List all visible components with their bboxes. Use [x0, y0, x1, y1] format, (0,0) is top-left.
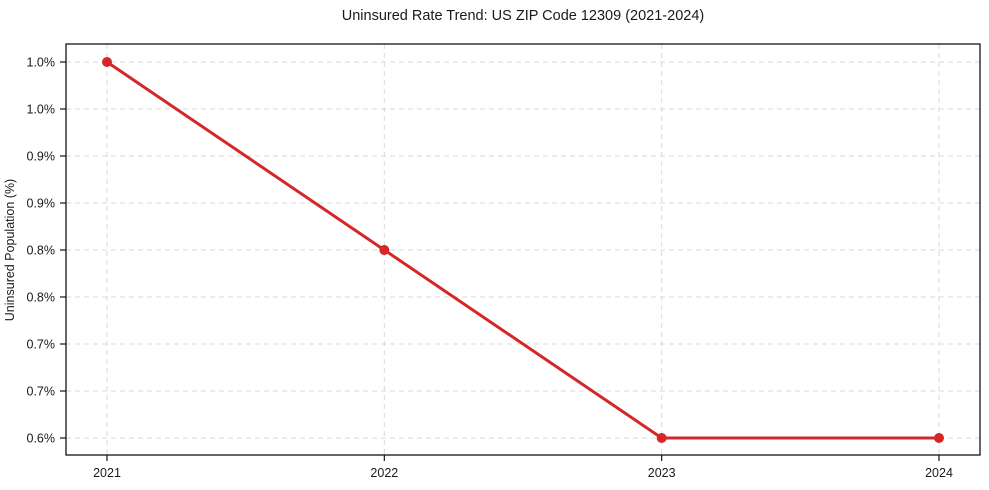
y-tick-label: 1.0% — [27, 103, 56, 117]
x-tick-label: 2023 — [648, 466, 676, 480]
chart-generated-layer: 1.0% 1.0% 0.9% 0.9% 0.8% 0.8% 0.7% 0.7% 0.6% 2021… — [27, 43, 981, 480]
y-tick-label: 0.8% — [27, 291, 56, 305]
y-tick-label: 0.8% — [27, 244, 56, 258]
data-point-marker — [379, 245, 390, 255]
x-tick-label: 2024 — [925, 466, 953, 480]
y-tick-label: 0.6% — [27, 432, 56, 446]
data-point-marker — [934, 433, 944, 443]
chart-title: Uninsured Rate Trend: US ZIP Code 12309 … — [342, 8, 704, 24]
trend-line — [105, 60, 941, 440]
y-tick-label: 0.7% — [27, 385, 56, 399]
y-tick-label: 1.0% — [27, 56, 56, 70]
y-tick-label: 0.7% — [27, 338, 56, 352]
y-tick-label: 0.9% — [27, 197, 56, 211]
data-point-marker — [102, 57, 112, 67]
y-axis-label: Uninsured Population (%) — [3, 179, 17, 321]
data-point-marker — [656, 433, 667, 443]
x-tick-label: 2021 — [93, 466, 121, 480]
x-tick-label: 2022 — [370, 466, 398, 480]
y-tick-label: 0.9% — [27, 150, 56, 164]
